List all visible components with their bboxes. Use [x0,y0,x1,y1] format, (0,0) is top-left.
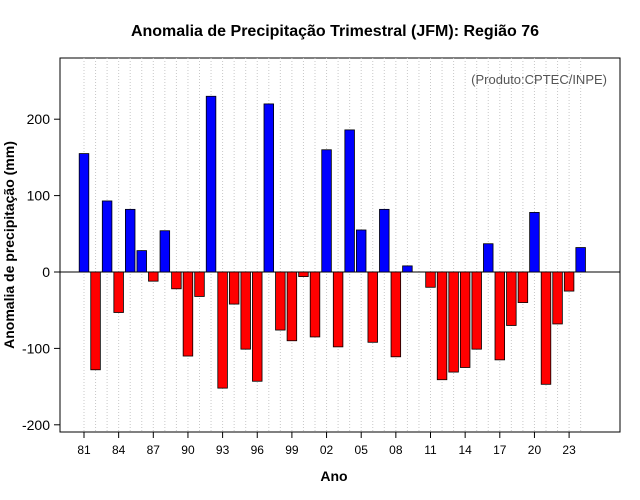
x-axis: 81 84 87 90 93 96 99 02 05 08 11 14 17 20 23 [77,432,576,457]
credit-label: (Produto:CPTEC/INPE) [471,72,607,87]
bar-2024 [575,247,586,273]
bar-2023 [563,271,575,292]
bar-1994 [228,271,240,305]
x-tick-label: 93 [216,443,230,457]
bar-1988 [159,230,171,273]
x-tick-label: 87 [147,443,161,457]
x-tick-label: 17 [493,443,507,457]
x-tick-label: 20 [528,443,542,457]
bar-1990 [182,271,194,357]
bar-2007 [379,208,390,273]
y-tick-label: 100 [27,188,51,204]
bars [78,95,586,389]
x-tick-label: 90 [181,443,195,457]
y-axis-label: Anomalia de precipitação (mm) [1,141,17,349]
x-tick-label: 96 [251,443,265,457]
x-tick-label: 23 [562,443,576,457]
bar-1996 [252,271,263,382]
x-tick-label: 81 [77,443,91,457]
bar-2011 [425,271,436,288]
bar-1992 [205,95,217,273]
bar-1983 [101,200,113,273]
bar-2000 [298,271,309,277]
bar-2019 [517,271,529,303]
bar-2012 [436,271,448,381]
y-tick-label: -200 [22,417,50,433]
x-tick-label: 14 [458,443,472,457]
x-tick-label: 11 [424,443,437,457]
bar-1995 [240,271,251,350]
bar-2006 [367,271,378,343]
bar-2001 [309,271,321,338]
bar-1987 [148,271,159,282]
bar-2008 [390,271,402,358]
x-tick-label: 08 [389,443,403,457]
bar-2022 [552,271,563,325]
grid [83,58,582,432]
y-tick-label: 0 [42,264,50,280]
x-tick-label: 84 [112,443,126,457]
bar-1998 [275,271,286,331]
bar-1999 [286,271,298,342]
bar-2014 [459,271,471,368]
bar-1986 [136,250,147,273]
bar-1985 [125,208,136,273]
bar-2021 [540,271,552,385]
bar-2005 [355,229,367,273]
bar-2015 [471,271,482,350]
y-axis: -200 -100 0 100 200 [22,111,60,433]
bar-2020 [529,212,540,273]
bar-1981 [78,153,90,273]
bar-1993 [217,271,228,389]
x-axis-label: Ano [320,468,347,484]
bar-2004 [344,129,355,273]
bar-2009 [402,265,413,273]
x-tick-label: 05 [355,443,369,457]
bar-2003 [332,271,344,348]
x-tick-label: 99 [285,443,299,457]
bar-2002 [321,149,332,273]
bar-1982 [90,271,101,371]
chart-title: Anomalia de Precipitação Trimestral (JFM… [131,23,539,40]
bar-2016 [483,243,494,273]
bar-2017 [494,271,506,361]
bar-2018 [506,271,517,326]
bar-1991 [194,271,205,297]
bar-2013 [448,271,459,373]
bar-1984 [113,271,124,313]
y-tick-label: 200 [27,111,51,127]
bar-1997 [263,103,275,273]
bar-1989 [171,271,182,290]
x-tick-label: 02 [320,443,334,457]
y-tick-label: -100 [22,340,50,356]
plot-frame [59,57,621,433]
